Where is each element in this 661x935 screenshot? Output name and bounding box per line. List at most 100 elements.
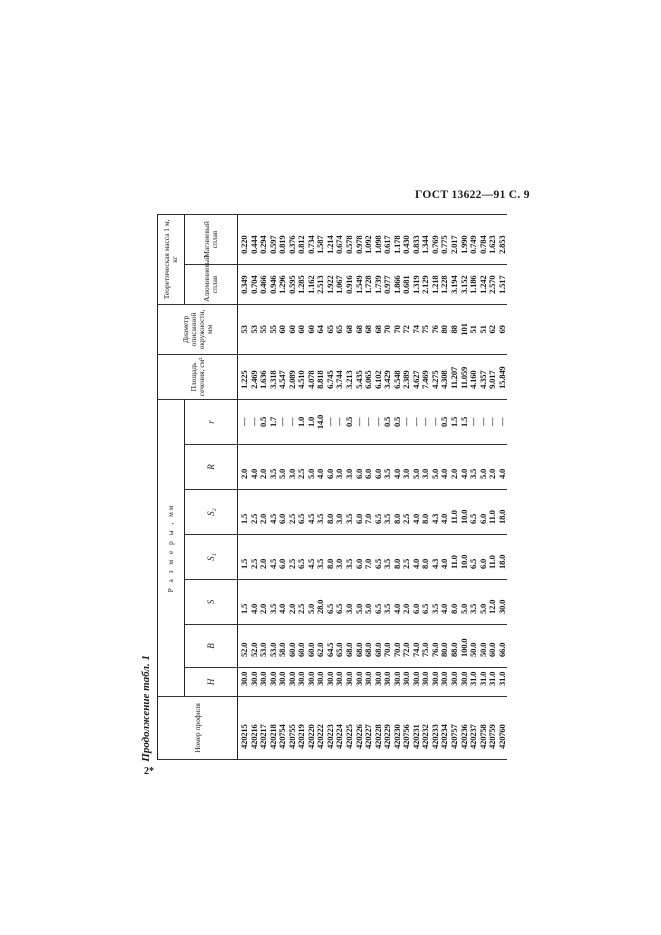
cell-S2: 3.5 <box>382 489 393 535</box>
cell-R: 6.0 <box>363 444 374 490</box>
cell-S1: 4.5 <box>268 534 279 580</box>
table-body: 420215 30.0 52.0 1.5 1.5 1.5 2.0—1.225 53 0.349 0… <box>237 214 508 760</box>
cell-profile: 420215 <box>237 696 250 760</box>
cell-S1: 6.0 <box>277 534 288 580</box>
cell-S1: 8.0 <box>420 534 431 580</box>
cell-S: 8.0 <box>449 579 460 625</box>
cell-R: 6.0 <box>373 444 384 490</box>
cell-R: 4.0 <box>249 444 260 490</box>
cell-r: — <box>237 399 250 445</box>
cell-R: 5.0 <box>306 444 317 490</box>
cell-S: 6.5 <box>334 579 346 625</box>
cell-S2: 6.0 <box>354 489 365 535</box>
header-S: S <box>184 579 238 625</box>
cell-S1: 1.5 <box>237 534 250 580</box>
table-caption: Продолжение табл. 1 <box>140 655 152 762</box>
cell-S: 5.0 <box>363 579 374 625</box>
cell-profile: 420760 <box>497 696 508 760</box>
cell-R: 5.0 <box>277 444 288 490</box>
header-R: R <box>184 444 238 490</box>
cell-R: 4.0 <box>315 444 326 490</box>
cell-S: 2.5 <box>296 579 307 625</box>
cell-S: 28.0 <box>315 579 326 625</box>
cell-R: 2.0 <box>449 444 460 490</box>
cell-S1: 4.0 <box>411 534 422 580</box>
cell-S1: 8.0 <box>392 534 403 580</box>
cell-S: 6.5 <box>420 579 431 625</box>
cell-H: 30.0 <box>237 667 250 697</box>
cell-S: 2.0 <box>287 579 298 625</box>
cell-R: 5.0 <box>478 444 489 490</box>
cell-S1: 3.5 <box>315 534 326 580</box>
cell-R: 5.0 <box>430 444 441 490</box>
cell-S2: 1.5 <box>237 489 250 535</box>
table-row: 420760 31.0 66.0 30.0 18.0 18.0 4.0—15.849 69 1.… <box>497 214 508 760</box>
cell-R: 4.0 <box>392 444 403 490</box>
cell-S2: 2.5 <box>287 489 298 535</box>
cell-r: — <box>497 399 508 445</box>
cell-S: 5.0 <box>459 579 470 625</box>
header-S2: S₂ <box>184 489 238 535</box>
cell-S: 3.5 <box>468 579 479 625</box>
cell-S2: 2.0 <box>258 489 269 535</box>
cell-S: 4.0 <box>439 579 451 625</box>
cell-area: 15.849 <box>497 354 508 400</box>
cell-S1: 3.0 <box>334 534 346 580</box>
cell-diameter: 53 <box>237 304 250 355</box>
cell-S2: 3.0 <box>334 489 346 535</box>
profile-table: Номер профиля Р а з м е р ы , мм Площадь… <box>157 214 508 760</box>
cell-B: 52.0 <box>237 624 250 668</box>
cell-S2: 3.5 <box>344 489 355 535</box>
cell-S: 3.5 <box>268 579 279 625</box>
cell-H: 31.0 <box>497 667 508 697</box>
cell-R: 2.0 <box>237 444 250 490</box>
cell-diameter: 69 <box>497 304 508 355</box>
header-r: r <box>184 399 238 445</box>
cell-magnesium: 0.220 <box>237 214 250 265</box>
cell-area: 1.225 <box>237 354 250 400</box>
header-area: Площадь сечения, см² <box>157 354 238 400</box>
cell-B: 66.0 <box>497 624 508 668</box>
cell-S2: 4.0 <box>411 489 422 535</box>
cell-S1: 6.5 <box>296 534 307 580</box>
cell-aluminium: 1.517 <box>497 264 508 305</box>
cell-R: 4.0 <box>439 444 451 490</box>
cell-R: 4.0 <box>497 444 508 490</box>
cell-R: 3.0 <box>344 444 355 490</box>
cell-S2: 8.0 <box>420 489 431 535</box>
cell-R: 3.5 <box>468 444 479 490</box>
cell-S1: 4.5 <box>306 534 317 580</box>
cell-R: 2.0 <box>487 444 498 490</box>
header-mass: Теоретическая масса 1 м, кг <box>157 214 185 305</box>
cell-S: 3.5 <box>430 579 441 625</box>
header-dimensions: Р а з м е р ы , мм <box>157 399 185 697</box>
cell-S2: 2.5 <box>249 489 260 535</box>
table-row: 420215 30.0 52.0 1.5 1.5 1.5 2.0—1.225 53 0.349 0… <box>237 214 250 760</box>
cell-S2: 2.5 <box>401 489 412 535</box>
cell-R: 3.0 <box>420 444 431 490</box>
cell-R: 6.0 <box>354 444 365 490</box>
cell-S2: 4.5 <box>268 489 279 535</box>
cell-R: 3.0 <box>401 444 412 490</box>
cell-aluminium: 0.349 <box>237 264 250 305</box>
header-magnesium: Магниевый сплав <box>184 214 238 265</box>
rotated-table-block: Продолжение табл. 1 Номер профиля Р а з … <box>140 214 512 762</box>
cell-R: 6.0 <box>325 444 336 490</box>
cell-S1: 2.5 <box>249 534 260 580</box>
cell-S2: 7.0 <box>363 489 374 535</box>
cell-S: 6.0 <box>411 579 422 625</box>
page-mark: 2* <box>144 766 154 777</box>
cell-S: 3.5 <box>382 579 393 625</box>
cell-S: 2.0 <box>401 579 412 625</box>
header-S1: S₁ <box>184 534 238 580</box>
cell-S: 4.0 <box>249 579 260 625</box>
cell-R: 2.5 <box>296 444 307 490</box>
cell-S: 1.5 <box>237 579 250 625</box>
cell-S2: 8.0 <box>325 489 336 535</box>
cell-R: 4.0 <box>459 444 470 490</box>
cell-S: 4.0 <box>392 579 403 625</box>
cell-S1: 3.5 <box>382 534 393 580</box>
cell-R: 3.0 <box>334 444 346 490</box>
cell-S2: 8.0 <box>392 489 403 535</box>
cell-S2: 10.0 <box>459 489 470 535</box>
